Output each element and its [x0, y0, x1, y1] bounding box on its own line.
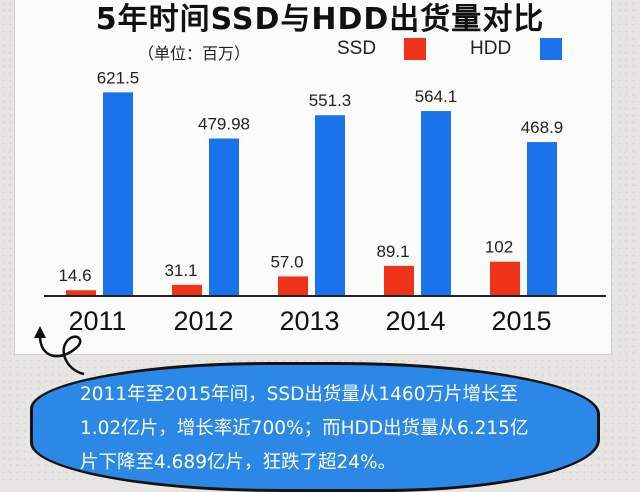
- bar-ssd-2013: [278, 276, 308, 295]
- data-label-ssd-2014: 89.1: [376, 242, 409, 261]
- bar-ssd-2015: [490, 261, 520, 295]
- x-tick-label-2012: 2012: [173, 306, 233, 336]
- chart-title: 5年时间SSD与HDD出货量对比: [95, 2, 545, 37]
- summary-line: 1.02亿片，增长率近700%；而HDD出货量从6.215亿: [80, 418, 529, 439]
- data-label-ssd-2012: 31.1: [164, 261, 197, 280]
- data-label-hdd-2015: 468.9: [521, 118, 564, 137]
- data-label-ssd-2015: 102: [485, 238, 513, 257]
- bar-chart: 14.6 621.5 2011 31.1 479.98 2012 57.0 551.3 2013…: [44, 68, 606, 336]
- bar-hdd-2015: [527, 142, 557, 295]
- bar-ssd-2011: [66, 290, 96, 295]
- speech-tail-icon: [34, 326, 85, 376]
- bar-ssd-2014: [384, 265, 414, 295]
- data-label-hdd-2013: 551.3: [309, 91, 352, 110]
- x-tick-label-2011: 2011: [68, 306, 126, 336]
- data-label-ssd-2011: 14.6: [58, 266, 91, 285]
- legend-label-ssd: SSD: [337, 38, 377, 59]
- bar-ssd-2012: [172, 284, 202, 295]
- bar-hdd-2014: [421, 111, 451, 295]
- legend-swatch-hdd: [540, 38, 562, 60]
- summary-text: 2011年至2015年间，SSD出货量从1460万片增长至 1.02亿片，增长率…: [80, 378, 580, 480]
- summary-line: 2011年至2015年间，SSD出货量从1460万片增长至: [80, 384, 518, 405]
- data-label-hdd-2012: 479.98: [198, 114, 250, 133]
- bar-hdd-2011: [103, 92, 133, 295]
- legend-label-hdd: HDD: [470, 38, 512, 59]
- bar-hdd-2012: [209, 138, 239, 295]
- data-label-hdd-2011: 621.5: [97, 68, 140, 87]
- legend-swatch-ssd: [404, 38, 426, 60]
- unit-note: （单位：百万）: [138, 44, 251, 63]
- data-label-ssd-2013: 57.0: [270, 252, 303, 271]
- data-label-hdd-2014: 564.1: [415, 87, 458, 106]
- summary-line: 片下降至4.689亿片，狂跌了超24%。: [80, 452, 397, 473]
- x-tick-label-2015: 2015: [491, 306, 551, 336]
- bar-hdd-2013: [315, 115, 345, 295]
- x-tick-label-2013: 2013: [279, 306, 339, 336]
- x-tick-label-2014: 2014: [385, 306, 445, 336]
